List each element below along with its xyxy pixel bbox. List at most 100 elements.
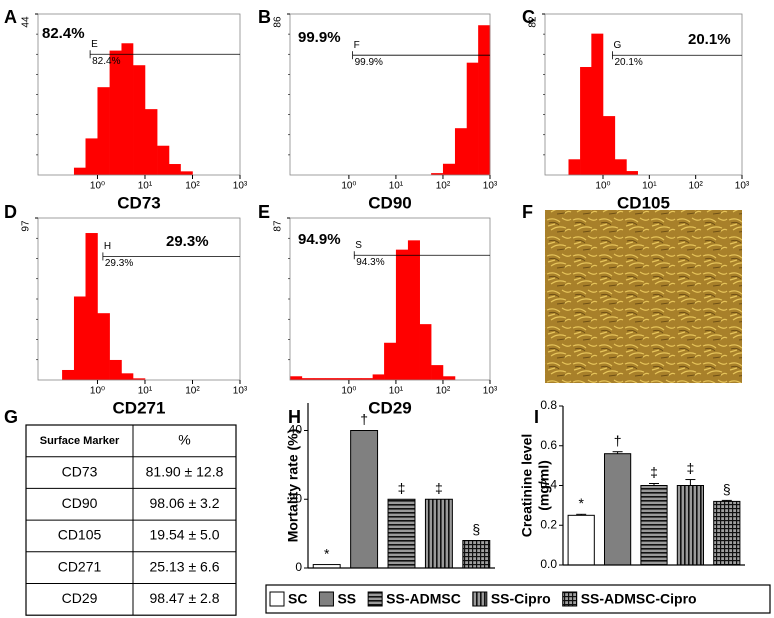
bar bbox=[462, 540, 491, 569]
significance-mark: ‡ bbox=[398, 480, 406, 496]
panel-letter: I bbox=[534, 407, 539, 427]
y-tick-label: 40 bbox=[289, 423, 303, 437]
histogram-bin bbox=[360, 378, 373, 380]
histogram-bin bbox=[168, 164, 181, 175]
x-tick-label: 10² bbox=[185, 386, 200, 397]
panel-letter: C bbox=[522, 7, 535, 27]
y-tick-label: 87 bbox=[273, 220, 284, 232]
histogram-bin bbox=[407, 240, 420, 380]
y-tick-label: 82 bbox=[528, 16, 539, 28]
bar bbox=[350, 430, 379, 569]
x-tick-label: 10¹ bbox=[138, 386, 153, 397]
bar bbox=[640, 485, 668, 566]
histogram-bin bbox=[85, 233, 98, 380]
histogram-bin bbox=[568, 159, 581, 175]
histogram-bin bbox=[144, 109, 158, 175]
x-tick-label: 10² bbox=[185, 181, 200, 192]
gate-name: F bbox=[354, 40, 360, 51]
x-tick-label: 10⁰ bbox=[90, 181, 105, 192]
x-axis-label: CD73 bbox=[117, 193, 160, 212]
legend-swatch bbox=[269, 591, 285, 607]
legend-label: SC bbox=[288, 591, 307, 607]
histogram-bin bbox=[614, 159, 627, 175]
x-tick-label: 10³ bbox=[233, 386, 248, 397]
histogram-bin bbox=[97, 87, 110, 175]
bar bbox=[713, 500, 741, 566]
bar bbox=[603, 453, 632, 566]
histogram-bin bbox=[372, 374, 385, 380]
bar bbox=[567, 514, 595, 566]
histogram-bin bbox=[442, 163, 456, 175]
y-axis-label: Mortality rate (%) bbox=[285, 429, 301, 543]
plot-frame bbox=[37, 217, 241, 381]
histogram-bin bbox=[301, 378, 315, 380]
y-tick-label: 20 bbox=[289, 491, 303, 505]
y-axis-label: (mg/ml) bbox=[536, 460, 552, 511]
percent-label: 29.3% bbox=[166, 233, 209, 250]
x-tick-label: 10² bbox=[436, 181, 451, 192]
gate-percent: 94.3% bbox=[356, 257, 384, 268]
histogram-bin bbox=[626, 171, 638, 175]
table-cell: 25.13 ± 6.6 bbox=[150, 558, 220, 574]
histogram-bin bbox=[62, 369, 75, 380]
x-tick-label: 10¹ bbox=[642, 181, 657, 192]
histogram-bin bbox=[109, 359, 122, 380]
gate-name: G bbox=[613, 40, 621, 51]
bar bbox=[387, 498, 416, 569]
significance-mark: † bbox=[360, 411, 368, 427]
panel-letter: B bbox=[258, 7, 271, 27]
histogram-bin bbox=[290, 376, 303, 380]
x-axis-label: CD105 bbox=[617, 193, 670, 212]
percent-label: 20.1% bbox=[688, 31, 731, 48]
percent-label: 94.9% bbox=[298, 231, 341, 248]
percent-label: 99.9% bbox=[298, 29, 341, 46]
x-tick-label: 10¹ bbox=[138, 181, 153, 192]
x-tick-label: 10² bbox=[436, 386, 451, 397]
x-tick-label: 10² bbox=[688, 181, 703, 192]
gate-percent: 99.9% bbox=[355, 57, 383, 68]
y-tick-label: 0.4 bbox=[540, 478, 557, 492]
x-tick-label: 10⁰ bbox=[90, 386, 105, 397]
histogram-bin bbox=[180, 171, 193, 175]
table-cell: 19.54 ± 5.0 bbox=[150, 527, 220, 543]
table-cell: CD271 bbox=[58, 558, 102, 574]
x-tick-label: 10¹ bbox=[389, 181, 404, 192]
legend-swatch bbox=[318, 591, 334, 607]
gate-percent: 82.4% bbox=[92, 56, 120, 67]
gate-name: S bbox=[355, 240, 362, 251]
table-cell: CD29 bbox=[62, 590, 98, 606]
significance-mark: ‡ bbox=[687, 460, 695, 476]
y-tick-label: 0.0 bbox=[540, 557, 557, 571]
histogram-bin bbox=[384, 342, 397, 380]
histogram-bin bbox=[580, 67, 592, 175]
histogram-bin bbox=[97, 313, 110, 380]
histogram-bin bbox=[603, 116, 616, 175]
x-tick-label: 10³ bbox=[483, 181, 498, 192]
y-tick-label: 86 bbox=[273, 16, 284, 28]
x-tick-label: 10⁰ bbox=[341, 386, 356, 397]
histogram-bin bbox=[313, 378, 326, 380]
significance-mark: * bbox=[324, 545, 330, 561]
y-tick-label: 97 bbox=[21, 220, 32, 232]
x-axis-label: CD29 bbox=[368, 398, 411, 417]
x-tick-label: 10¹ bbox=[389, 386, 404, 397]
x-tick-label: 10⁰ bbox=[595, 181, 610, 192]
panel-letter: G bbox=[4, 407, 18, 427]
panel-letter: E bbox=[258, 202, 270, 222]
x-tick-label: 10³ bbox=[735, 181, 750, 192]
histogram-bin bbox=[395, 249, 409, 380]
histogram-bin bbox=[431, 173, 444, 175]
histogram-bin bbox=[133, 378, 146, 380]
histogram-bin bbox=[419, 324, 432, 380]
bar bbox=[424, 498, 453, 569]
legend-swatch bbox=[562, 591, 578, 607]
histogram-bin bbox=[466, 62, 479, 175]
histogram-bin bbox=[442, 376, 456, 380]
significance-mark: ‡ bbox=[650, 464, 658, 480]
table-cell: 81.90 ± 12.8 bbox=[146, 463, 224, 479]
table-cell: CD90 bbox=[62, 495, 98, 511]
panel-letter: F bbox=[522, 202, 533, 222]
histogram-bin bbox=[337, 378, 350, 380]
